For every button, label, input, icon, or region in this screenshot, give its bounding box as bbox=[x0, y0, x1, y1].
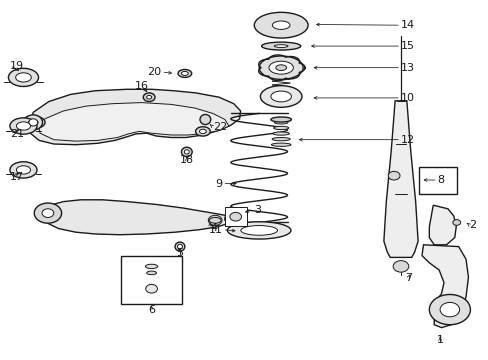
Text: 2: 2 bbox=[468, 220, 476, 230]
Bar bbox=[418, 167, 456, 194]
Ellipse shape bbox=[200, 114, 210, 125]
Ellipse shape bbox=[268, 61, 293, 74]
Ellipse shape bbox=[270, 91, 291, 102]
Text: 16: 16 bbox=[135, 81, 148, 91]
Circle shape bbox=[145, 284, 157, 293]
Text: 14: 14 bbox=[400, 20, 414, 30]
Ellipse shape bbox=[8, 68, 39, 86]
Ellipse shape bbox=[272, 21, 289, 30]
Text: 4: 4 bbox=[210, 222, 217, 233]
Ellipse shape bbox=[10, 162, 37, 178]
Text: 17: 17 bbox=[10, 172, 24, 182]
Ellipse shape bbox=[16, 73, 31, 82]
Text: 10: 10 bbox=[400, 93, 414, 103]
Ellipse shape bbox=[184, 150, 189, 154]
Ellipse shape bbox=[21, 116, 45, 129]
Ellipse shape bbox=[261, 42, 300, 50]
Ellipse shape bbox=[227, 222, 290, 239]
Ellipse shape bbox=[273, 126, 288, 130]
Ellipse shape bbox=[28, 120, 38, 125]
Text: 12: 12 bbox=[400, 135, 414, 145]
Ellipse shape bbox=[254, 12, 307, 38]
Circle shape bbox=[452, 220, 460, 225]
Circle shape bbox=[208, 215, 222, 225]
Ellipse shape bbox=[181, 147, 192, 157]
Ellipse shape bbox=[274, 121, 287, 124]
Ellipse shape bbox=[181, 71, 188, 76]
Text: 3: 3 bbox=[254, 204, 261, 215]
Text: 18: 18 bbox=[180, 155, 193, 165]
Ellipse shape bbox=[274, 45, 287, 48]
Circle shape bbox=[34, 203, 61, 223]
Ellipse shape bbox=[145, 264, 157, 269]
Text: 7: 7 bbox=[404, 273, 411, 283]
Polygon shape bbox=[421, 245, 468, 328]
Ellipse shape bbox=[178, 69, 191, 77]
Text: 15: 15 bbox=[400, 41, 414, 51]
Text: 6: 6 bbox=[148, 305, 155, 315]
Ellipse shape bbox=[17, 166, 30, 174]
Text: 13: 13 bbox=[400, 63, 414, 73]
Polygon shape bbox=[29, 89, 240, 145]
Circle shape bbox=[392, 261, 408, 272]
Circle shape bbox=[42, 209, 54, 217]
Ellipse shape bbox=[146, 95, 151, 99]
Text: 22: 22 bbox=[212, 122, 226, 132]
Text: 5: 5 bbox=[176, 248, 183, 258]
Polygon shape bbox=[383, 101, 417, 257]
Ellipse shape bbox=[177, 244, 182, 249]
Ellipse shape bbox=[17, 122, 30, 130]
Ellipse shape bbox=[143, 93, 155, 102]
Ellipse shape bbox=[175, 242, 184, 251]
Text: 20: 20 bbox=[147, 67, 161, 77]
Circle shape bbox=[387, 171, 399, 180]
Circle shape bbox=[428, 294, 469, 325]
Ellipse shape bbox=[199, 129, 206, 134]
Text: 9: 9 bbox=[215, 179, 222, 189]
Circle shape bbox=[439, 302, 459, 317]
Ellipse shape bbox=[10, 118, 37, 134]
Ellipse shape bbox=[259, 56, 303, 79]
Text: 19: 19 bbox=[10, 60, 24, 71]
Ellipse shape bbox=[271, 138, 289, 141]
Polygon shape bbox=[38, 103, 228, 141]
Text: 1: 1 bbox=[436, 335, 443, 345]
Text: 21: 21 bbox=[10, 129, 24, 139]
Polygon shape bbox=[43, 200, 232, 235]
Text: 11: 11 bbox=[208, 225, 222, 235]
Circle shape bbox=[229, 212, 241, 221]
Ellipse shape bbox=[146, 271, 156, 275]
Polygon shape bbox=[428, 205, 455, 245]
Ellipse shape bbox=[272, 132, 289, 135]
Bar bbox=[121, 256, 182, 304]
Ellipse shape bbox=[29, 119, 38, 126]
Ellipse shape bbox=[270, 117, 291, 122]
Ellipse shape bbox=[240, 225, 277, 235]
Bar bbox=[224, 207, 246, 226]
Ellipse shape bbox=[195, 127, 210, 136]
Ellipse shape bbox=[260, 86, 302, 107]
Ellipse shape bbox=[271, 143, 290, 146]
Ellipse shape bbox=[24, 115, 42, 130]
Ellipse shape bbox=[275, 65, 286, 71]
Text: 8: 8 bbox=[437, 175, 444, 185]
